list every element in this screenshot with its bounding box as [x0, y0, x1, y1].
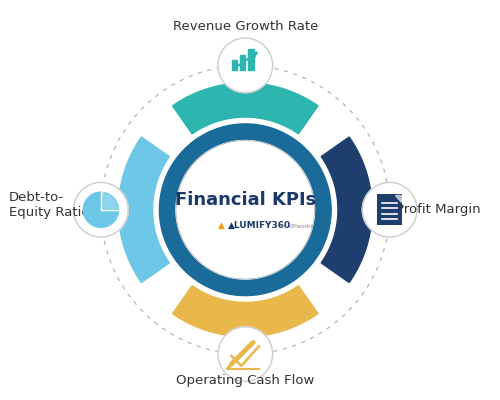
- Bar: [240, 55, 246, 70]
- Polygon shape: [84, 192, 118, 227]
- Text: by KPIworks: by KPIworks: [280, 224, 314, 229]
- Bar: [232, 60, 237, 70]
- Polygon shape: [172, 83, 318, 134]
- Polygon shape: [218, 327, 272, 382]
- Bar: [248, 49, 254, 70]
- Polygon shape: [101, 192, 118, 210]
- Text: Operating Cash Flow: Operating Cash Flow: [176, 374, 314, 387]
- Polygon shape: [84, 192, 118, 227]
- Text: Financial KPIs: Financial KPIs: [174, 191, 316, 209]
- Polygon shape: [362, 182, 417, 237]
- Text: Debt-to-
Equity Ratio: Debt-to- Equity Ratio: [9, 191, 90, 219]
- Text: Profit Margin: Profit Margin: [396, 203, 480, 216]
- Polygon shape: [172, 286, 318, 336]
- Polygon shape: [218, 38, 272, 93]
- Polygon shape: [160, 124, 331, 296]
- Polygon shape: [321, 137, 372, 282]
- Text: ▲: ▲: [218, 221, 225, 230]
- Polygon shape: [74, 182, 128, 237]
- Polygon shape: [394, 195, 402, 202]
- Text: ▲LUMIFY360: ▲LUMIFY360: [228, 221, 291, 230]
- Text: Revenue Growth Rate: Revenue Growth Rate: [172, 20, 318, 33]
- Polygon shape: [118, 137, 170, 282]
- FancyBboxPatch shape: [377, 194, 402, 225]
- Polygon shape: [176, 140, 314, 279]
